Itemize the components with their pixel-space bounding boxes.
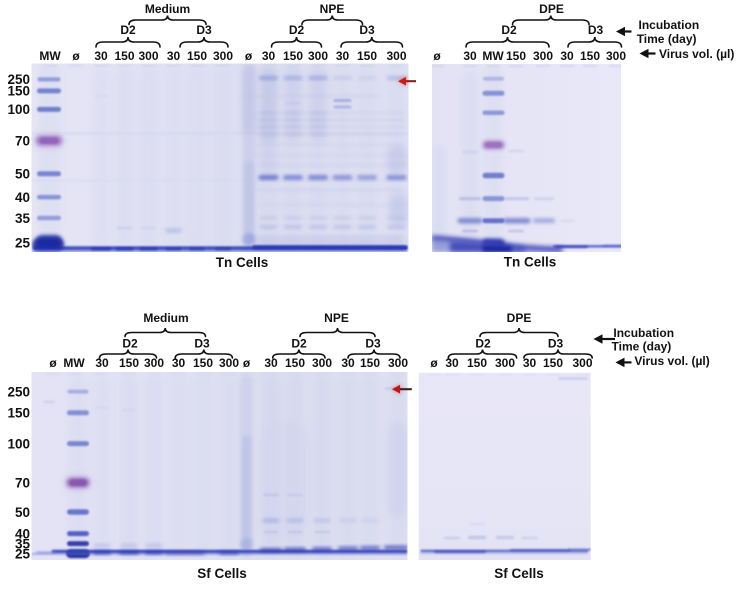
svg-text:150: 150 (285, 356, 305, 370)
svg-text:150: 150 (114, 49, 134, 63)
svg-text:Tn Cells: Tn Cells (216, 255, 269, 270)
svg-text:D3: D3 (196, 23, 212, 37)
svg-text:30: 30 (341, 356, 355, 370)
svg-text:150: 150 (543, 356, 563, 370)
svg-text:NPE: NPE (320, 2, 345, 16)
svg-text:30: 30 (264, 356, 278, 370)
svg-text:300: 300 (219, 356, 239, 370)
svg-text:30: 30 (463, 49, 477, 63)
svg-text:D2: D2 (289, 23, 305, 37)
svg-text:ø: ø (49, 356, 57, 370)
svg-text:D3: D3 (359, 23, 375, 37)
svg-text:D3: D3 (365, 337, 381, 351)
svg-text:40: 40 (15, 526, 30, 541)
svg-text:D2: D2 (291, 337, 307, 351)
svg-text:D2: D2 (122, 337, 138, 351)
svg-text:300: 300 (388, 356, 408, 370)
svg-text:Medium: Medium (145, 2, 190, 16)
svg-text:Sf Cells: Sf Cells (494, 566, 544, 581)
svg-text:150: 150 (360, 356, 380, 370)
svg-text:300: 300 (495, 356, 515, 370)
svg-text:100: 100 (7, 436, 30, 451)
svg-text:70: 70 (15, 475, 30, 490)
svg-text:300: 300 (213, 49, 233, 63)
svg-text:MW: MW (39, 49, 61, 63)
svg-text:MW: MW (63, 356, 85, 370)
svg-text:ø: ø (430, 356, 438, 370)
svg-text:D3: D3 (548, 337, 564, 351)
svg-text:150: 150 (119, 356, 139, 370)
svg-text:Virus vol. (µl): Virus vol. (µl) (659, 47, 734, 61)
svg-text:25: 25 (15, 235, 31, 250)
svg-text:D3: D3 (588, 23, 604, 37)
svg-text:150: 150 (187, 49, 207, 63)
svg-text:50: 50 (15, 505, 30, 520)
svg-text:Medium: Medium (143, 311, 188, 325)
svg-text:50: 50 (15, 167, 30, 182)
svg-text:150: 150 (7, 84, 30, 99)
svg-text:D3: D3 (194, 337, 210, 351)
svg-text:MW: MW (482, 49, 504, 63)
svg-text:150: 150 (193, 356, 213, 370)
svg-text:Virus vol. (µl): Virus vol. (µl) (634, 354, 709, 368)
svg-text:Time (day): Time (day) (612, 340, 672, 354)
svg-text:D2: D2 (501, 23, 517, 37)
svg-text:30: 30 (336, 49, 350, 63)
svg-text:100: 100 (7, 102, 30, 117)
svg-text:70: 70 (15, 134, 30, 149)
svg-text:150: 150 (7, 406, 30, 421)
svg-text:150: 150 (467, 356, 487, 370)
svg-text:300: 300 (308, 49, 328, 63)
svg-text:D2: D2 (120, 23, 136, 37)
svg-text:150: 150 (580, 49, 600, 63)
svg-text:30: 30 (523, 356, 537, 370)
svg-text:DPE: DPE (539, 2, 564, 16)
svg-text:30: 30 (445, 356, 459, 370)
svg-text:30: 30 (95, 356, 109, 370)
svg-text:300: 300 (533, 49, 553, 63)
svg-text:30: 30 (560, 49, 574, 63)
svg-text:30: 30 (167, 49, 181, 63)
svg-text:Incubation: Incubation (613, 326, 674, 340)
svg-text:Tn Cells: Tn Cells (504, 255, 557, 270)
svg-text:150: 150 (283, 49, 303, 63)
svg-text:30: 30 (172, 356, 186, 370)
svg-text:300: 300 (138, 49, 158, 63)
svg-text:150: 150 (357, 49, 377, 63)
svg-text:30: 30 (262, 49, 276, 63)
svg-text:25: 25 (15, 546, 31, 561)
svg-text:300: 300 (144, 356, 164, 370)
svg-text:Incubation: Incubation (639, 18, 700, 32)
svg-text:30: 30 (94, 49, 108, 63)
svg-text:300: 300 (572, 356, 592, 370)
svg-text:Time (day): Time (day) (637, 32, 697, 46)
svg-text:35: 35 (15, 536, 31, 551)
svg-text:NPE: NPE (324, 311, 349, 325)
svg-text:Sf Cells: Sf Cells (197, 566, 247, 581)
svg-text:ø: ø (72, 49, 80, 63)
svg-text:ø: ø (243, 356, 251, 370)
svg-text:ø: ø (245, 49, 253, 63)
svg-text:D2: D2 (475, 337, 491, 351)
svg-text:35: 35 (15, 211, 31, 226)
svg-text:300: 300 (606, 49, 626, 63)
svg-text:ø: ø (433, 49, 441, 63)
svg-text:40: 40 (15, 190, 30, 205)
svg-text:150: 150 (506, 49, 526, 63)
svg-text:250: 250 (7, 72, 30, 87)
svg-text:DPE: DPE (507, 311, 532, 325)
svg-text:300: 300 (386, 49, 406, 63)
svg-text:300: 300 (312, 356, 332, 370)
svg-text:250: 250 (7, 384, 30, 399)
